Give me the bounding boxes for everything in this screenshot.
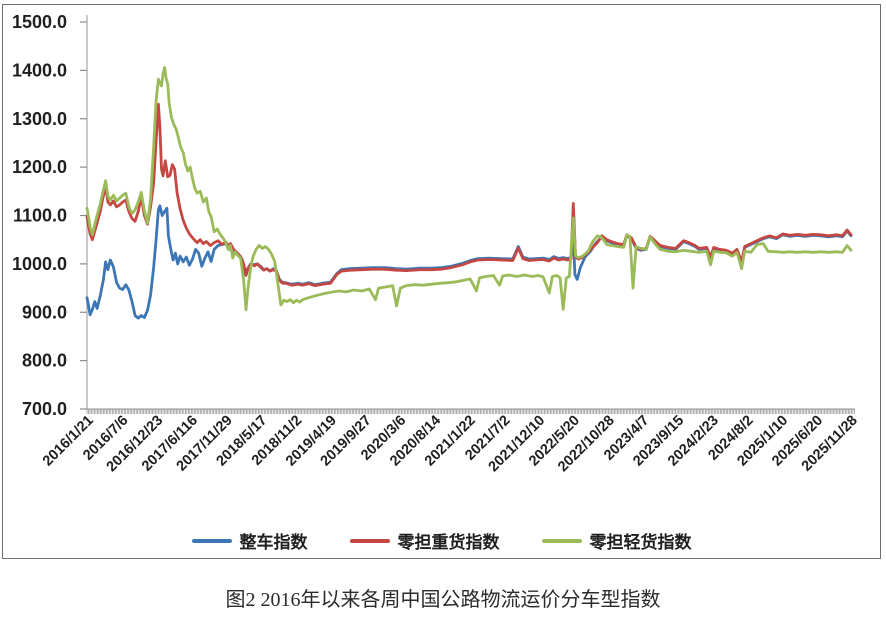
y-tick-label: 1000.0 bbox=[12, 254, 67, 274]
x-axis-labels: 2016/1/212016/7/62016/12/232017/6/116201… bbox=[40, 413, 861, 476]
y-tick-label: 1300.0 bbox=[12, 109, 67, 129]
legend-line-ltl-light bbox=[541, 538, 582, 543]
y-axis-ticks-and-labels: 1500.0 1400.0 1300.0 1200.0 1100.0 1000.0 900.… bbox=[12, 12, 87, 419]
y-tick-label: 1100.0 bbox=[13, 206, 67, 226]
legend-label-ltl-heavy: 零担重货指数 bbox=[397, 533, 500, 552]
legend: 整车指数 零担重货指数 零担轻货指数 bbox=[3, 528, 880, 553]
chart-frame: 1500.0 1400.0 1300.0 1200.0 1100.0 1000.0 900.… bbox=[2, 4, 881, 559]
legend-item-ltl-light: 零担轻货指数 bbox=[541, 528, 692, 553]
y-tick-label: 1500.0 bbox=[12, 12, 67, 32]
chart-canvas: 1500.0 1400.0 1300.0 1200.0 1100.0 1000.0 900.… bbox=[12, 12, 861, 476]
legend-label-full-truckload: 整车指数 bbox=[239, 533, 308, 552]
legend-line-full-truckload bbox=[191, 538, 232, 543]
series-line-ltl-heavy-cargo-index bbox=[85, 102, 853, 288]
legend-line-ltl-heavy bbox=[349, 538, 390, 543]
y-tick-label: 700.0 bbox=[22, 399, 67, 419]
y-tick-label: 900.0 bbox=[22, 302, 67, 322]
y-tick-label: 1400.0 bbox=[12, 60, 67, 80]
x-axis-weekly-ticks bbox=[86, 409, 855, 414]
legend-item-full-truckload: 整车指数 bbox=[191, 528, 308, 553]
legend-item-ltl-heavy: 零担重货指数 bbox=[349, 528, 500, 553]
series-line-ltl-light-cargo-index bbox=[85, 66, 853, 312]
y-tick-label: 800.0 bbox=[22, 351, 67, 371]
y-tick-label: 1200.0 bbox=[12, 157, 67, 177]
legend-label-ltl-light: 零担轻货指数 bbox=[589, 533, 692, 552]
figure-caption: 图2 2016年以来各周中国公路物流运价分车型指数 bbox=[225, 589, 661, 611]
